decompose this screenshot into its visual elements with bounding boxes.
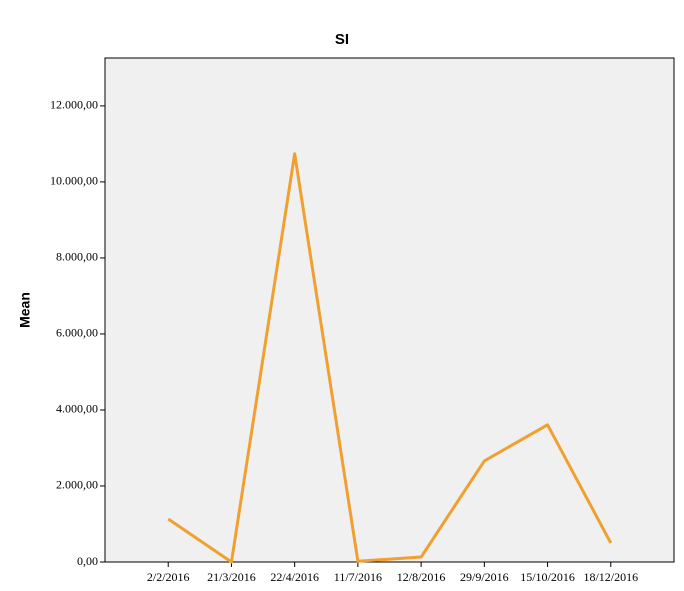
x-tick-label: 29/9/2016 (460, 570, 509, 584)
y-tick-label: 8.000,00 (56, 250, 98, 264)
x-tick-label: 2/2/2016 (147, 570, 190, 584)
x-tick-label: 18/12/2016 (583, 570, 638, 584)
data-line (167, 152, 613, 564)
y-tick-label: 12.000,00 (50, 98, 98, 112)
y-tick-label: 2.000,00 (56, 478, 98, 492)
y-tick-label: 4.000,00 (56, 402, 98, 416)
x-tick-label: 11/7/2016 (334, 570, 382, 584)
x-tick-label: 12/8/2016 (397, 570, 446, 584)
x-tick-label: 22/4/2016 (270, 570, 319, 584)
y-axis-label: Mean (17, 292, 33, 328)
plot-area (104, 57, 675, 563)
x-tick-label: 15/10/2016 (520, 570, 575, 584)
y-tick-label: 6.000,00 (56, 326, 98, 340)
y-tick-label: 0,00 (77, 554, 98, 568)
chart-title: SI (335, 31, 349, 48)
x-tick-label: 21/3/2016 (207, 570, 256, 584)
y-tick-label: 10.000,00 (50, 174, 98, 188)
